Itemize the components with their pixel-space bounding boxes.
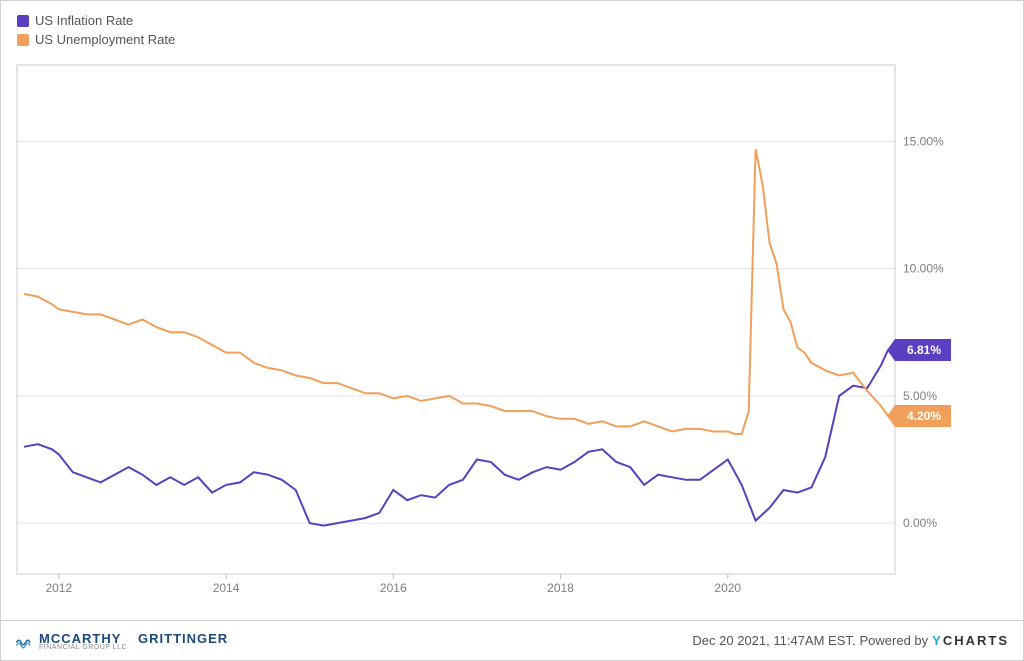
svg-text:15.00%: 15.00%: [903, 134, 944, 148]
brand-name-2: GRITTINGER: [138, 631, 228, 646]
provider-logo: YCHARTS: [932, 633, 1009, 648]
legend-item-inflation: US Inflation Rate: [17, 13, 175, 28]
legend-swatch: [17, 15, 29, 27]
timestamp: Dec 20 2021, 11:47AM EST.: [692, 633, 855, 648]
end-value-inflation: 6.81%: [895, 339, 951, 361]
chart-area: 0.00% 5.00% 10.00% 15.00% 2012 2014 2016 2018 20…: [11, 61, 953, 600]
svg-text:10.00%: 10.00%: [903, 262, 944, 276]
svg-text:2014: 2014: [213, 581, 240, 595]
svg-text:0.00%: 0.00%: [903, 516, 937, 530]
end-value-unemployment: 4.20%: [895, 405, 951, 427]
svg-text:5.00%: 5.00%: [903, 389, 937, 403]
legend-label: US Unemployment Rate: [35, 32, 175, 47]
brand-logo: MCCARTHY GRITTINGER FINANCIAL GROUP LLC: [15, 631, 228, 651]
svg-text:2018: 2018: [547, 581, 574, 595]
svg-text:2016: 2016: [380, 581, 407, 595]
footer: MCCARTHY GRITTINGER FINANCIAL GROUP LLC …: [1, 620, 1023, 660]
svg-text:2012: 2012: [45, 581, 72, 595]
legend-swatch: [17, 34, 29, 46]
legend: US Inflation Rate US Unemployment Rate: [17, 13, 175, 51]
powered-by-label: Powered by: [860, 633, 929, 648]
legend-item-unemployment: US Unemployment Rate: [17, 32, 175, 47]
legend-label: US Inflation Rate: [35, 13, 133, 28]
wave-icon: [15, 632, 33, 650]
attribution: Dec 20 2021, 11:47AM EST. Powered by YCH…: [692, 633, 1009, 648]
line-chart: 0.00% 5.00% 10.00% 15.00% 2012 2014 2016 2018 20…: [11, 61, 953, 600]
svg-text:2020: 2020: [714, 581, 741, 595]
